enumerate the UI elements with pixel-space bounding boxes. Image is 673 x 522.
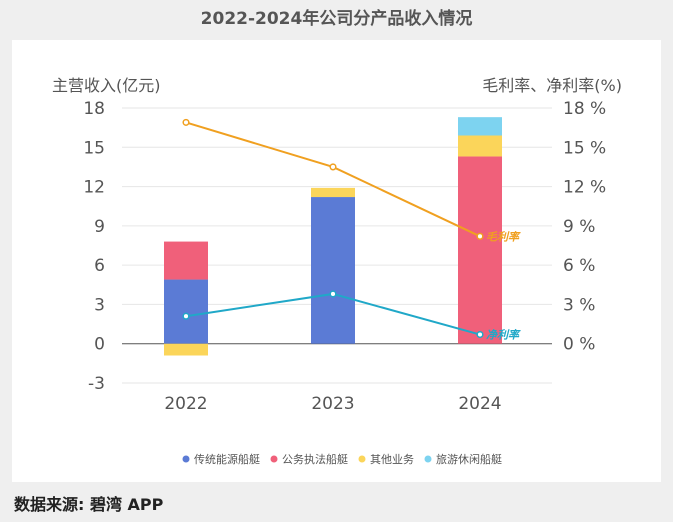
x-tick-label: 2024 [458,394,501,414]
bar-segment [458,117,502,136]
left-tick-label: 15 [83,138,105,158]
right-tick-label: 0 % [563,335,595,355]
legend-label: 旅游休闲船艇 [436,452,502,466]
bar-segment [458,156,502,344]
line-point [182,118,190,126]
right-tick-label: 12 % [563,178,606,198]
left-tick-label: -3 [88,374,105,394]
chart-title: 2022-2024年公司分产品收入情况 [200,9,473,29]
legend-marker [270,455,278,463]
left-tick-label: 6 [94,256,105,276]
right-tick-label: 18 % [563,99,606,119]
bar-segment [311,197,355,344]
bar-segment [458,135,502,157]
line-end-label: 净利率 [486,329,521,342]
left-axis-title: 主营收入(亿元) [52,76,161,95]
legend-marker [424,455,432,463]
legend-marker [358,455,366,463]
right-tick-label: 15 % [563,138,606,158]
line-point [329,163,337,171]
bar-segment [164,241,208,280]
line-point [329,290,337,298]
bar-segment [164,279,208,344]
left-tick-label: 9 [94,217,105,237]
bar-segment [311,187,355,198]
right-tick-label: 6 % [563,256,595,276]
chart-svg: 主营收入(亿元) 毛利率、净利率(%) -3 0 3 6 9 12 15 18 0 % 3 % 6 % 9… [52,76,622,466]
legend-marker [182,455,190,463]
line-end-label: 毛利率 [486,230,521,243]
bar-segment [164,343,208,356]
line-point [476,330,484,339]
legend-label: 传统能源船艇 [194,452,260,466]
x-tick-label: 2022 [164,394,207,414]
right-tick-label: 3 % [563,295,595,315]
right-tick-label: 9 % [563,217,595,237]
line-point [182,312,190,320]
right-axis-title: 毛利率、净利率(%) [482,76,622,95]
left-tick-label: 18 [83,99,105,119]
left-tick-label: 3 [94,295,105,315]
chart-panel: 主营收入(亿元) 毛利率、净利率(%) -3 0 3 6 9 12 15 18 0 % 3 % 6 % 9… [12,40,661,482]
x-tick-label: 2023 [311,394,354,414]
legend-label: 公务执法船艇 [282,452,348,466]
source-note: 数据来源: 碧湾 APP [14,495,164,514]
left-tick-label: 12 [83,178,105,198]
line-point [476,232,484,240]
left-tick-label: 0 [94,335,105,355]
legend-label: 其他业务 [370,453,414,466]
